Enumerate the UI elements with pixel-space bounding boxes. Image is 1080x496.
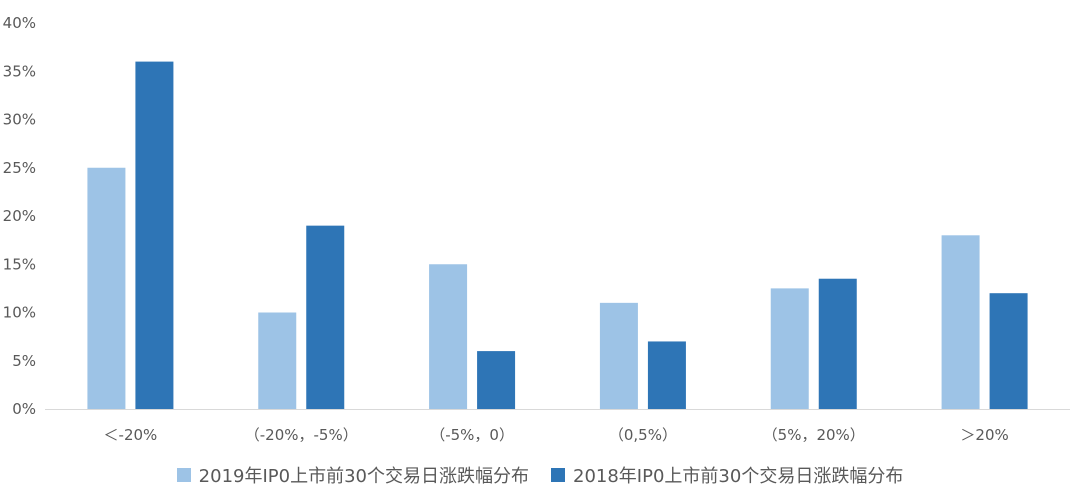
bar-series-1 xyxy=(770,288,809,409)
x-category-label: （-20%，-5%） xyxy=(245,426,358,444)
y-tick-label: 40% xyxy=(3,14,36,32)
y-tick-label: 30% xyxy=(3,111,36,129)
y-tick-label: 25% xyxy=(3,159,36,177)
x-category-label: ＜-20% xyxy=(104,426,158,444)
bar-series-1 xyxy=(429,264,468,409)
bar-series-1 xyxy=(258,312,297,409)
y-tick-label: 10% xyxy=(3,304,36,322)
x-category-label: ＞20% xyxy=(960,426,1008,444)
bar-series-2 xyxy=(818,278,857,409)
bar-series-2 xyxy=(477,351,516,409)
bar-series-2 xyxy=(135,61,174,409)
legend-item-series-2: 2018年IP0上市前30个交易日涨跌幅分布 xyxy=(551,462,903,488)
bar-series-2 xyxy=(989,293,1028,409)
bar-series-1 xyxy=(599,302,638,409)
legend-label-series-1: 2019年IP0上市前30个交易日涨跌幅分布 xyxy=(198,466,529,487)
x-category-label: （-5%，0） xyxy=(430,426,514,444)
legend: 2019年IP0上市前30个交易日涨跌幅分布 2018年IP0上市前30个交易日… xyxy=(0,460,1080,490)
y-tick-label: 35% xyxy=(3,62,36,80)
x-category-label: （5%，20%） xyxy=(763,426,865,444)
bar-series-1 xyxy=(941,235,980,409)
legend-swatch-series-2 xyxy=(551,468,565,482)
bar-series-1 xyxy=(87,167,126,409)
y-tick-label: 0% xyxy=(12,400,36,418)
y-tick-label: 15% xyxy=(3,255,36,273)
legend-item-series-1: 2019年IP0上市前30个交易日涨跌幅分布 xyxy=(176,462,529,488)
x-category-label: （0,5%） xyxy=(609,426,677,444)
bar-series-2 xyxy=(647,341,686,409)
legend-swatch-series-1 xyxy=(176,468,191,482)
y-tick-label: 20% xyxy=(3,207,36,225)
y-tick-label: 5% xyxy=(12,352,36,370)
legend-label-series-2: 2018年IP0上市前30个交易日涨跌幅分布 xyxy=(573,466,904,487)
bar-series-2 xyxy=(306,225,345,409)
